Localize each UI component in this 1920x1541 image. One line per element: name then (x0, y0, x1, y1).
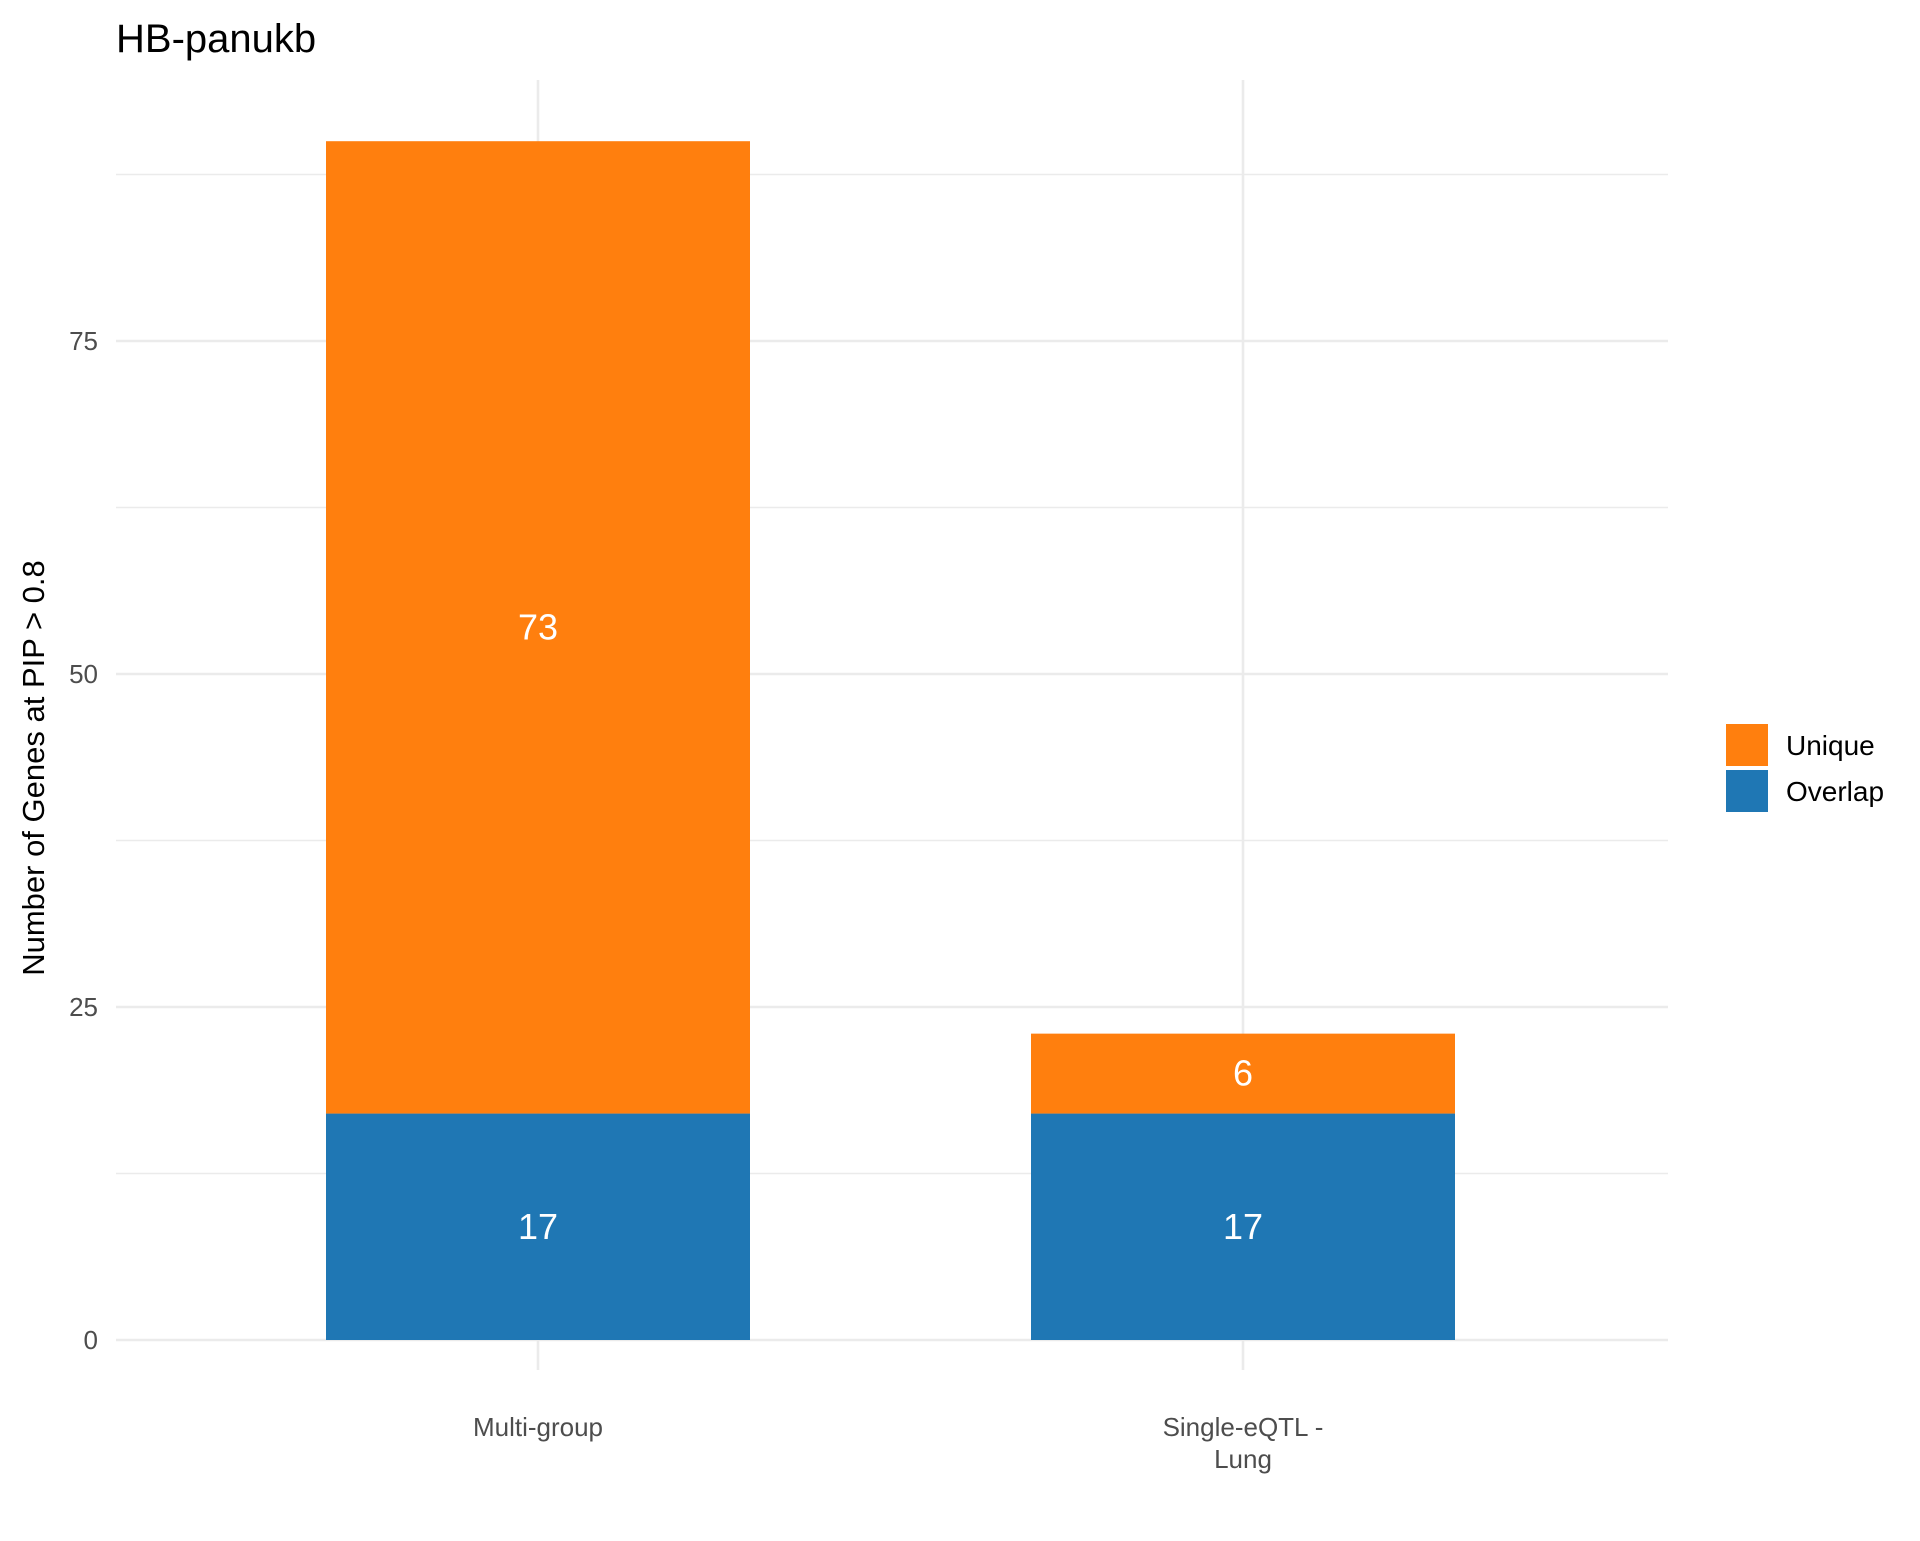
y-axis-title: Number of Genes at PIP > 0.8 (16, 560, 51, 976)
bar-unique-1 (1031, 1033, 1455, 1114)
bar-overlap-1 (1031, 1113, 1455, 1340)
bar-overlap-0 (326, 1113, 750, 1340)
label-layer: 17 73 17 6 (518, 606, 1263, 1246)
y-tick-label: 0 (84, 1325, 98, 1355)
y-tick-label: 25 (69, 992, 98, 1022)
x-tick-label: Single-eQTL -Lung (1163, 1412, 1324, 1474)
x-tick-label: Multi-group (473, 1412, 603, 1442)
legend: Unique Overlap (1726, 724, 1884, 812)
y-tick-label: 50 (69, 659, 98, 689)
axis-layer: 0 25 50 75 Multi-group Single-eQTL -Lung (69, 326, 1323, 1474)
bar-layer (326, 141, 1455, 1340)
chart-title: HB-panukb (116, 17, 316, 61)
legend-key-unique (1726, 724, 1768, 766)
legend-label-overlap: Overlap (1786, 776, 1884, 807)
bar-unique-0 (326, 141, 750, 1114)
bar-value-label: 17 (518, 1206, 558, 1247)
legend-label-unique: Unique (1786, 730, 1875, 761)
bar-value-label: 73 (518, 606, 558, 647)
legend-key-overlap (1726, 770, 1768, 812)
bar-value-label: 17 (1223, 1206, 1263, 1247)
bar-value-label: 6 (1233, 1053, 1253, 1094)
y-tick-label: 75 (69, 326, 98, 356)
